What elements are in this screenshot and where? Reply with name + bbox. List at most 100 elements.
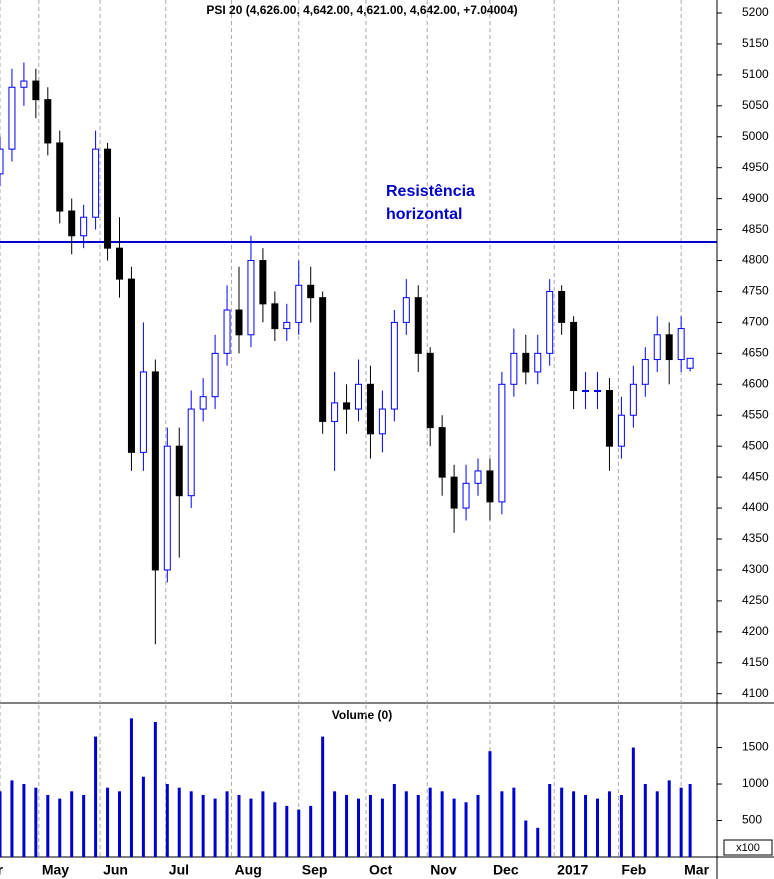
x-tick-label: Jul	[169, 862, 189, 878]
y-tick-label: 5000	[742, 129, 769, 143]
volume-bar	[34, 787, 38, 857]
candle-body	[127, 278, 135, 453]
candle-body	[32, 80, 40, 101]
x-tick-label: Mar	[684, 862, 709, 878]
y-tick-label: 4550	[742, 407, 769, 421]
volume-bar	[679, 787, 683, 857]
volume-bar	[357, 798, 360, 857]
candle-body	[653, 334, 661, 361]
scale-box	[723, 839, 773, 856]
candle-body	[594, 389, 601, 392]
y-tick-label: 4650	[742, 346, 769, 360]
candle-body	[570, 321, 578, 391]
x-tick-label: Jun	[103, 862, 128, 878]
y-tick-label: 4500	[742, 438, 769, 452]
candle-body	[665, 334, 673, 361]
candle-body	[319, 297, 327, 422]
candle-body	[558, 290, 566, 323]
y-tick-label: 4200	[742, 624, 769, 638]
candle-body	[343, 402, 351, 410]
candle-body	[20, 80, 28, 88]
candle-body	[247, 260, 255, 336]
candle-body	[438, 427, 446, 478]
x-tick-label: 2017	[557, 862, 588, 878]
volume-bar	[237, 794, 241, 857]
candle-body	[151, 371, 159, 571]
candle-body	[223, 309, 231, 354]
annotation: horizontal	[386, 206, 462, 223]
y-tick-label: 500	[742, 813, 762, 827]
y-tick-label: 4750	[742, 284, 769, 298]
volume-bar	[560, 787, 564, 857]
candle-body	[104, 148, 112, 249]
candle-body	[450, 476, 458, 509]
candle-body	[187, 408, 195, 497]
volume-bar	[201, 794, 205, 857]
volume-bar	[643, 784, 647, 857]
candle-body	[235, 309, 243, 336]
volume-bar	[392, 784, 396, 857]
candle-body	[617, 414, 625, 447]
candle-body	[211, 352, 219, 398]
candle-body	[378, 408, 386, 435]
candle-body	[522, 352, 530, 373]
candle-body	[605, 389, 613, 447]
volume-bar	[70, 791, 74, 857]
y-tick-label: 5200	[742, 5, 769, 19]
volume-bar	[285, 805, 289, 857]
volume-bar	[584, 794, 588, 857]
volume-bar	[524, 820, 528, 857]
y-tick-label: 4850	[742, 222, 769, 236]
x-tick-label: Oct	[369, 862, 393, 878]
candle-body	[163, 445, 171, 571]
volume-bar	[380, 798, 384, 857]
volume-bar	[22, 784, 26, 857]
candle-body	[331, 402, 339, 422]
volume-bar	[309, 805, 313, 857]
candle-body	[677, 328, 685, 361]
candle-body	[366, 383, 374, 435]
x-tick-label: Feb	[621, 862, 646, 878]
y-tick-label: 4950	[742, 160, 769, 174]
volume-bar	[500, 791, 504, 857]
candle-body	[295, 284, 303, 323]
y-tick-label: 4800	[742, 253, 769, 267]
candle-body	[641, 359, 649, 385]
candle-body	[474, 470, 482, 484]
y-tick-label: 4100	[742, 686, 769, 700]
candle-body	[486, 470, 494, 503]
volume-bar	[619, 794, 623, 857]
volume-bar	[129, 718, 133, 857]
volume-bar	[464, 802, 468, 857]
volume-bar	[416, 794, 420, 857]
candle-body	[426, 352, 434, 429]
volume-bar	[213, 798, 217, 857]
volume-bar	[321, 736, 325, 857]
y-tick-label: 1500	[742, 740, 769, 754]
y-tick-label: 5100	[742, 67, 769, 81]
y-tick-label: 5150	[742, 36, 769, 50]
volume-bar	[631, 747, 635, 857]
volume-bar	[82, 794, 86, 857]
volume-bar	[46, 794, 50, 857]
volume-bar	[572, 791, 576, 857]
candle-body	[175, 445, 183, 497]
volume-bar	[607, 791, 611, 857]
annotation: Resistência	[386, 183, 475, 200]
volume-bar	[548, 784, 552, 857]
y-tick-label: 4900	[742, 191, 769, 205]
y-tick-label: 4250	[742, 593, 769, 607]
candle-body	[307, 284, 315, 299]
volume-bar	[261, 791, 265, 857]
candle-body	[199, 396, 207, 410]
x-tick-label: r	[0, 862, 4, 878]
y-tick-label: 4600	[742, 376, 769, 390]
volume-bar	[536, 827, 540, 857]
volume-bar	[428, 787, 432, 857]
candle-body	[546, 290, 554, 354]
candle-body	[462, 482, 470, 509]
volume-bar	[476, 794, 480, 857]
candle-body	[534, 352, 542, 373]
